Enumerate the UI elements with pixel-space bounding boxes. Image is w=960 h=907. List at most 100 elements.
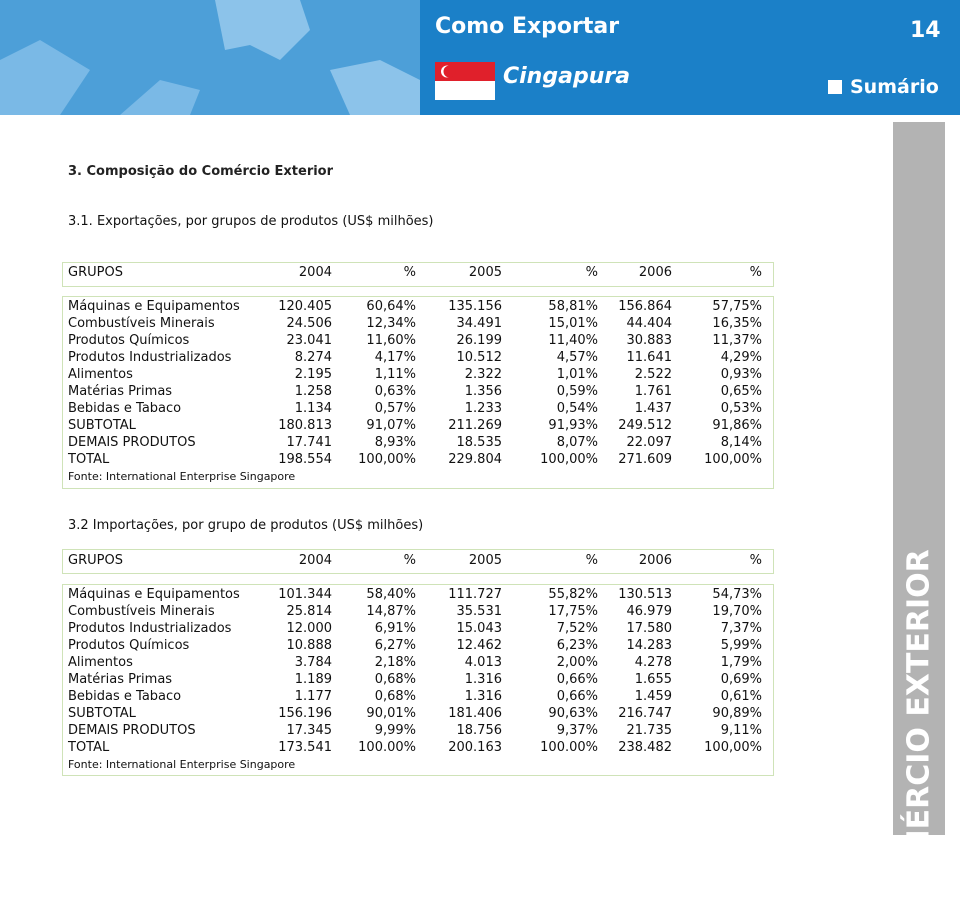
column-header: % — [403, 553, 416, 568]
row-label: Bebidas e Tabaco — [68, 689, 182, 704]
cell-value: 11,40% — [548, 333, 598, 348]
cell-value: 1.655 — [634, 672, 672, 687]
cell-value: 7,37% — [720, 621, 762, 636]
page-number: 14 — [910, 18, 941, 43]
country-title: Cingapura — [503, 64, 631, 89]
menu-link[interactable]: Sumário — [850, 76, 939, 98]
cell-value: 18.535 — [456, 435, 503, 450]
cell-value: 54,73% — [712, 587, 762, 602]
row-label: Alimentos — [68, 655, 133, 670]
cell-value: 2,00% — [556, 655, 598, 670]
row-label: Produtos Químicos — [68, 638, 190, 653]
cell-value: 2.322 — [464, 367, 502, 382]
cell-value: 198.554 — [278, 452, 332, 467]
cell-value: 58,81% — [548, 299, 598, 314]
cell-value: 23.041 — [286, 333, 333, 348]
cell-value: 17.580 — [626, 621, 673, 636]
cell-value: 22.097 — [626, 435, 673, 450]
cell-value: 4,29% — [720, 350, 762, 365]
cell-value: 57,75% — [712, 299, 762, 314]
cell-value: 0,57% — [374, 401, 416, 416]
cell-value: 30.883 — [626, 333, 673, 348]
cell-value: 12.462 — [456, 638, 503, 653]
cell-value: 44.404 — [626, 316, 673, 331]
source-note: Fonte: International Enterprise Singapor… — [68, 758, 296, 771]
map-shapes — [0, 0, 420, 115]
cell-value: 0,66% — [556, 672, 598, 687]
cell-value: 91,93% — [548, 418, 598, 433]
cell-value: 101.344 — [278, 587, 332, 602]
cell-value: 111.727 — [448, 587, 502, 602]
menu-icon — [828, 80, 842, 94]
cell-value: 180.813 — [278, 418, 332, 433]
table-title: 3.1. Exportações, por grupos de produtos… — [68, 214, 434, 229]
cell-value: 156.196 — [278, 706, 332, 721]
cell-value: 6,23% — [556, 638, 598, 653]
column-header: 2004 — [298, 265, 332, 280]
cell-value: 1.189 — [294, 672, 332, 687]
cell-value: 229.804 — [448, 452, 502, 467]
row-label: Máquinas e Equipamentos — [68, 299, 240, 314]
cell-value: 17.345 — [286, 723, 333, 738]
source-note: Fonte: International Enterprise Singapor… — [68, 470, 296, 483]
cell-value: 14.283 — [626, 638, 673, 653]
cell-value: 181.406 — [448, 706, 502, 721]
cell-value: 1.177 — [294, 689, 332, 704]
cell-value: 135.156 — [448, 299, 502, 314]
cell-value: 25.814 — [286, 604, 333, 619]
cell-value: 0,66% — [556, 689, 598, 704]
cell-value: 24.506 — [286, 316, 333, 331]
cell-value: 15,01% — [548, 316, 598, 331]
cell-value: 211.269 — [448, 418, 502, 433]
column-header: 2006 — [638, 553, 672, 568]
cell-value: 130.513 — [618, 587, 672, 602]
column-header: 2005 — [468, 265, 502, 280]
cell-value: 4,57% — [556, 350, 598, 365]
cell-value: 0,53% — [720, 401, 762, 416]
cell-value: 6,91% — [374, 621, 416, 636]
column-header: % — [403, 265, 416, 280]
cell-value: 91,86% — [712, 418, 762, 433]
page: {"header":{"series":"Como Exportar","pag… — [0, 0, 960, 835]
cell-value: 1.134 — [294, 401, 332, 416]
side-band: COMÉRCIO EXTERIOR — [893, 122, 945, 907]
cell-value: 11,60% — [366, 333, 416, 348]
cell-value: 6,27% — [374, 638, 416, 653]
cell-value: 11,37% — [712, 333, 762, 348]
row-label: TOTAL — [68, 452, 110, 467]
cell-value: 0,61% — [720, 689, 762, 704]
column-header: 2006 — [638, 265, 672, 280]
cell-value: 34.491 — [456, 316, 503, 331]
cell-value: 0,54% — [556, 401, 598, 416]
cell-value: 90,01% — [366, 706, 416, 721]
cell-value: 5,99% — [720, 638, 762, 653]
cell-value: 60,64% — [366, 299, 416, 314]
row-label: Produtos Químicos — [68, 333, 190, 348]
cell-value: 1.233 — [464, 401, 502, 416]
cell-value: 0,69% — [720, 672, 762, 687]
row-label: SUBTOTAL — [68, 418, 136, 433]
cell-value: 90,89% — [712, 706, 762, 721]
cell-value: 2,18% — [374, 655, 416, 670]
header-box — [62, 262, 774, 287]
column-header: 2005 — [468, 553, 502, 568]
cell-value: 271.609 — [618, 452, 672, 467]
body-box — [62, 296, 774, 489]
row-label: TOTAL — [68, 740, 110, 755]
section-title: 3. Composição do Comércio Exterior — [68, 164, 334, 179]
cell-value: 0,68% — [374, 689, 416, 704]
cell-value: 1,79% — [720, 655, 762, 670]
column-header: % — [585, 553, 598, 568]
cell-value: 10.888 — [286, 638, 333, 653]
cell-value: 19,70% — [712, 604, 762, 619]
cell-value: 1.459 — [634, 689, 672, 704]
cell-value: 200.163 — [448, 740, 502, 755]
cell-value: 12.000 — [286, 621, 333, 636]
row-label: DEMAIS PRODUTOS — [68, 435, 196, 450]
cell-value: 156.864 — [618, 299, 672, 314]
cell-value: 16,35% — [712, 316, 762, 331]
cell-value: 8,07% — [556, 435, 598, 450]
side-label: COMÉRCIO EXTERIOR — [901, 549, 937, 907]
cell-value: 0,59% — [556, 384, 598, 399]
cell-value: 0,93% — [720, 367, 762, 382]
